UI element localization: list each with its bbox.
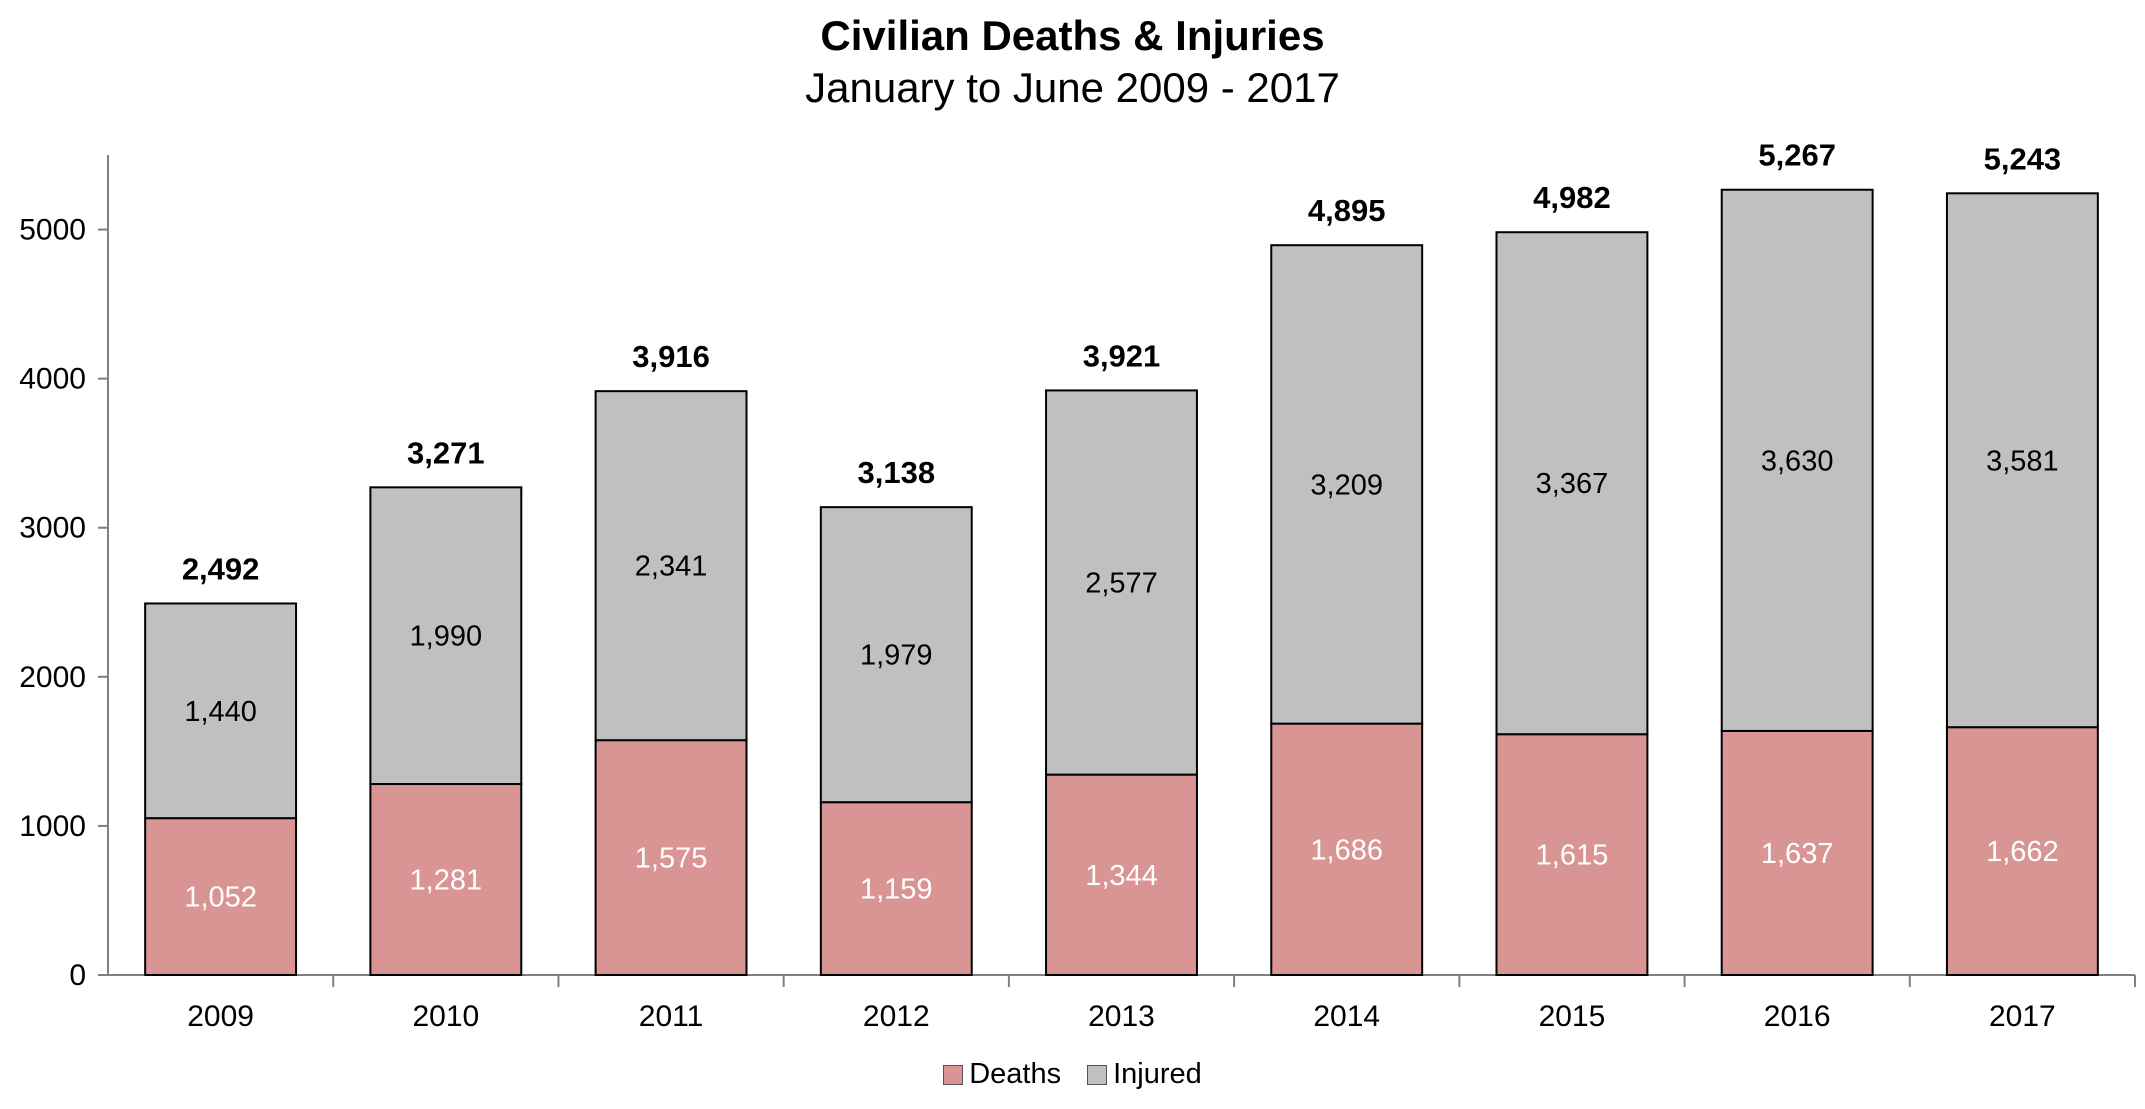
x-tick-label-2010: 2010 bbox=[412, 1000, 479, 1033]
data-label-deaths-2016: 1,637 bbox=[1761, 838, 1834, 870]
bar-injured-2017 bbox=[1945, 192, 2099, 729]
total-label-2017: 5,243 bbox=[1984, 141, 2062, 176]
data-label-injured-2012: 1,979 bbox=[860, 640, 933, 672]
total-label-2012: 3,138 bbox=[857, 455, 935, 490]
y-tick-label: 1000 bbox=[19, 810, 86, 843]
bar-deaths-2011 bbox=[594, 739, 748, 976]
data-label-deaths-2017: 1,662 bbox=[1986, 836, 2059, 868]
bar-injured-2014 bbox=[1270, 244, 1424, 725]
x-tick-label-2012: 2012 bbox=[863, 1000, 930, 1033]
bar-deaths-2010 bbox=[369, 783, 523, 976]
legend-swatch-deaths bbox=[943, 1064, 964, 1085]
total-label-2015: 4,982 bbox=[1533, 180, 1611, 215]
bar-injured-2010 bbox=[369, 486, 523, 786]
bar-injured-2009 bbox=[144, 602, 298, 820]
chart-subtitle: January to June 2009 - 2017 bbox=[805, 64, 1340, 111]
data-label-deaths-2009: 1,052 bbox=[184, 882, 257, 914]
y-tick-label: 2000 bbox=[19, 661, 86, 694]
total-label-2010: 3,271 bbox=[407, 435, 485, 470]
legend-item-injured: Injured bbox=[1087, 1058, 1202, 1091]
data-label-deaths-2015: 1,615 bbox=[1536, 840, 1609, 872]
x-tick-label-2014: 2014 bbox=[1313, 1000, 1380, 1033]
legend: Deaths Injured bbox=[0, 1058, 2145, 1091]
bar-injured-2016 bbox=[1720, 188, 1874, 732]
total-label-2016: 5,267 bbox=[1758, 138, 1836, 173]
y-tick-label: 5000 bbox=[19, 214, 86, 247]
data-label-deaths-2014: 1,686 bbox=[1310, 834, 1383, 866]
bar-injured-2012 bbox=[819, 506, 973, 804]
y-tick-label: 0 bbox=[69, 959, 86, 992]
x-tick-label-2013: 2013 bbox=[1088, 1000, 1155, 1033]
data-label-injured-2014: 3,209 bbox=[1310, 469, 1383, 501]
data-label-injured-2009: 1,440 bbox=[184, 696, 257, 728]
y-tick-label: 3000 bbox=[19, 512, 86, 545]
x-tick-label-2009: 2009 bbox=[187, 1000, 254, 1033]
bar-deaths-2013 bbox=[1045, 773, 1198, 977]
total-label-2009: 2,492 bbox=[182, 551, 260, 586]
bar-deaths-2009 bbox=[144, 817, 298, 977]
bar-deaths-2015 bbox=[1495, 733, 1649, 977]
data-label-deaths-2012: 1,159 bbox=[860, 874, 933, 906]
x-tick-label-2015: 2015 bbox=[1539, 1000, 1606, 1033]
data-label-injured-2013: 2,577 bbox=[1085, 568, 1158, 600]
total-label-2014: 4,895 bbox=[1308, 193, 1386, 228]
total-label-2013: 3,921 bbox=[1083, 338, 1161, 373]
data-label-injured-2016: 3,630 bbox=[1761, 445, 1834, 477]
chart-title: Civilian Deaths & Injuries bbox=[820, 12, 1325, 59]
data-label-injured-2010: 1,990 bbox=[410, 621, 483, 653]
bar-injured-2011 bbox=[594, 390, 748, 742]
legend-label-injured: Injured bbox=[1113, 1058, 1202, 1090]
data-label-deaths-2011: 1,575 bbox=[635, 843, 708, 875]
x-tick-label-2017: 2017 bbox=[1989, 1000, 2056, 1033]
x-tick-label-2011: 2011 bbox=[639, 1000, 704, 1033]
bar-deaths-2017 bbox=[1945, 726, 2099, 977]
data-label-deaths-2013: 1,344 bbox=[1085, 860, 1158, 892]
bar-deaths-2012 bbox=[819, 801, 973, 976]
bar-injured-2013 bbox=[1045, 389, 1198, 776]
y-tick-label: 4000 bbox=[19, 363, 86, 396]
data-label-deaths-2010: 1,281 bbox=[410, 865, 483, 897]
x-tick-label-2016: 2016 bbox=[1764, 1000, 1831, 1033]
total-label-2011: 3,916 bbox=[632, 339, 710, 374]
legend-item-deaths: Deaths bbox=[943, 1058, 1061, 1091]
data-label-injured-2011: 2,341 bbox=[635, 551, 708, 583]
data-label-injured-2017: 3,581 bbox=[1986, 445, 2059, 477]
legend-label-deaths: Deaths bbox=[969, 1058, 1062, 1090]
bar-injured-2015 bbox=[1495, 231, 1649, 736]
data-label-injured-2015: 3,367 bbox=[1536, 468, 1609, 500]
legend-swatch-injured bbox=[1087, 1064, 1108, 1085]
